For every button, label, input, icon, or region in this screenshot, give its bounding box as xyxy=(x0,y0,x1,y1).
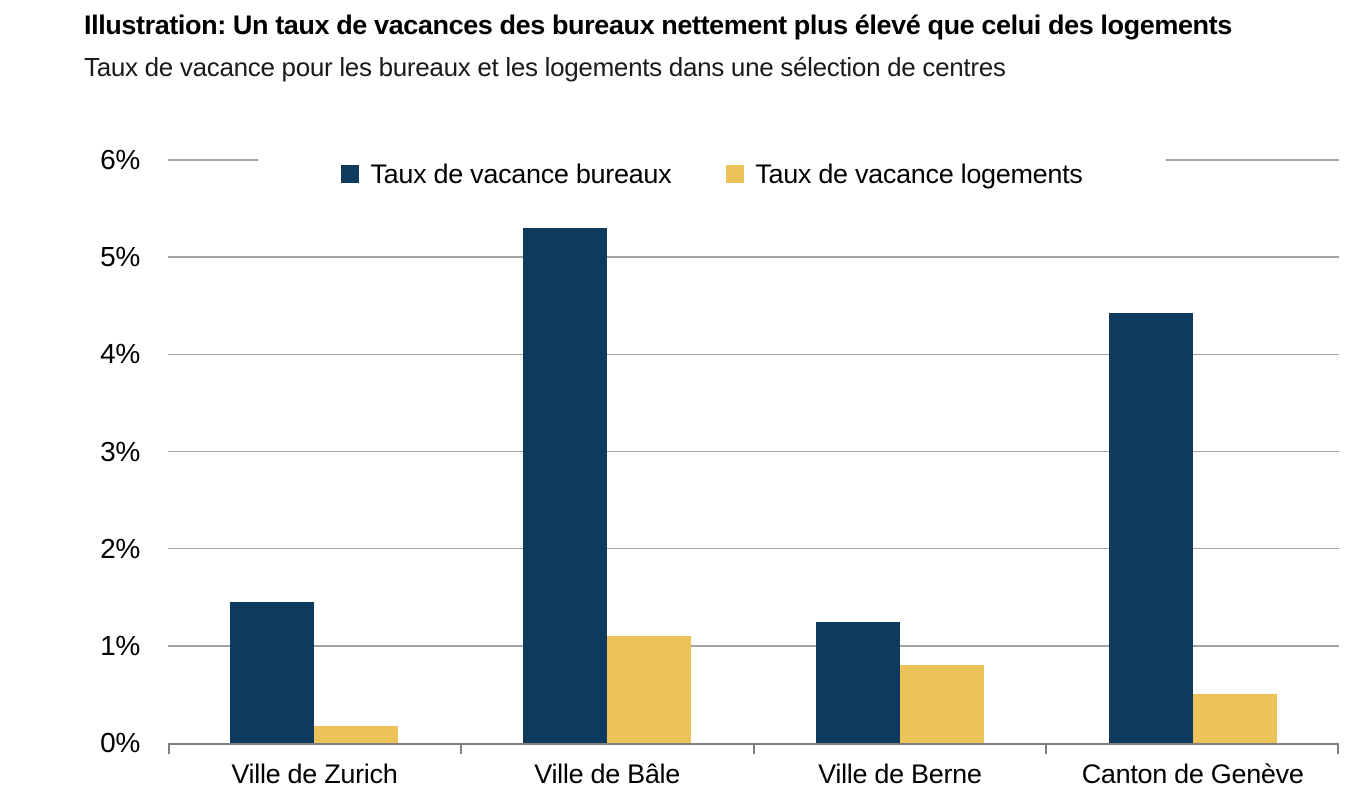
y-tick-label: 6% xyxy=(100,144,140,175)
bar-bureaux xyxy=(815,621,900,743)
chart-title: Illustration: Un taux de vacances des bu… xyxy=(84,10,1232,40)
bar-logements xyxy=(314,726,399,743)
legend-label-bureaux: Taux de vacance bureaux xyxy=(370,158,672,189)
gridline xyxy=(168,256,1339,258)
bar-series-container xyxy=(168,160,1339,743)
category-group xyxy=(754,160,1047,743)
y-tick-label: 0% xyxy=(100,727,140,758)
bar-logements xyxy=(1192,694,1277,743)
x-axis-tick xyxy=(1045,743,1048,754)
legend-swatch-bureaux-icon xyxy=(341,165,360,183)
x-axis-category-labels: Ville de Zurich Ville de Bâle Ville de Ber… xyxy=(168,758,1339,790)
plot-area: Taux de vacance bureaux Taux de vacance … xyxy=(100,144,1339,789)
bar-bureaux xyxy=(523,228,608,743)
x-category-label: Ville de Bâle xyxy=(534,759,680,789)
bar-logements xyxy=(899,665,984,743)
chart-subtitle: Taux de vacance pour les bureaux et les … xyxy=(84,52,1006,82)
gridline xyxy=(168,645,1339,647)
x-axis-tick xyxy=(168,743,170,754)
legend-label-logements: Taux de vacance logements xyxy=(755,158,1083,189)
chart-header: Illustration: Un taux de vacances des bu… xyxy=(84,6,1299,83)
x-axis-tick xyxy=(459,743,462,754)
y-tick-label: 4% xyxy=(100,338,140,370)
category-group xyxy=(461,160,754,743)
y-tick-label: 3% xyxy=(100,435,140,467)
x-category-label: Canton de Genève xyxy=(1081,759,1304,789)
bar-logements xyxy=(607,636,692,743)
category-group xyxy=(1046,160,1339,743)
legend-swatch-logements-icon xyxy=(726,165,745,183)
y-tick-label: 5% xyxy=(100,241,140,273)
bar-bureaux xyxy=(230,602,315,743)
y-tick-label: 1% xyxy=(100,629,140,661)
legend-item-logements: Taux de vacance logements xyxy=(726,158,1083,190)
category-group xyxy=(168,160,461,743)
legend-item-bureaux: Taux de vacance bureaux xyxy=(341,158,672,190)
legend: Taux de vacance bureaux Taux de vacance … xyxy=(258,154,1166,194)
x-axis-tick xyxy=(752,743,755,754)
x-category-label: Ville de Berne xyxy=(818,759,982,789)
bar-bureaux xyxy=(1108,312,1193,743)
y-tick-label: 2% xyxy=(100,532,140,564)
x-axis-tick xyxy=(1337,743,1339,754)
gridline xyxy=(168,450,1339,453)
x-category-label: Ville de Zurich xyxy=(231,759,398,789)
gridline xyxy=(168,353,1339,356)
gridline xyxy=(168,547,1339,550)
